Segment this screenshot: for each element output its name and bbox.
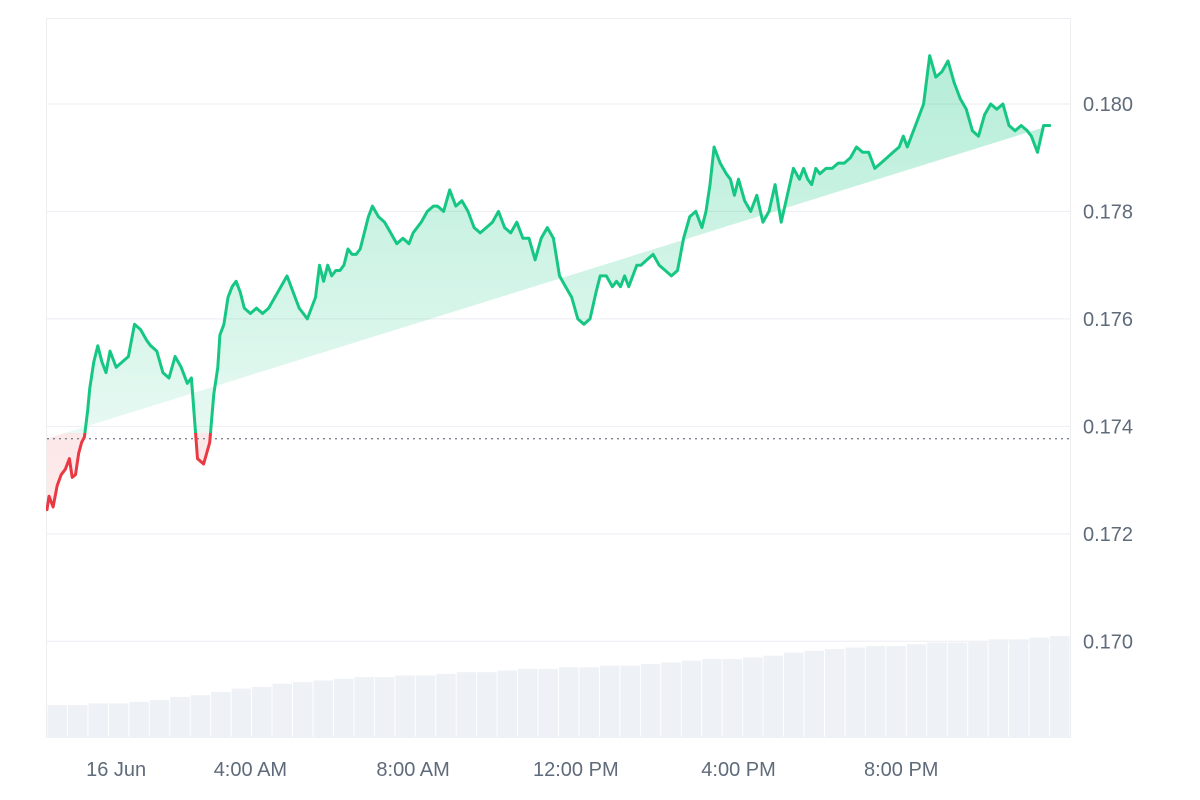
- volume-bar: [763, 655, 784, 738]
- volume-bar: [395, 675, 415, 738]
- volume-bar: [190, 695, 211, 738]
- volume-bar: [211, 691, 231, 738]
- volume-bar: [559, 667, 579, 738]
- x-axis-labels: 16 Jun 4:00 AM 8:00 AM 12:00 PM 4:00 PM 8:00 …: [86, 759, 938, 781]
- volume-bar: [47, 705, 67, 738]
- volume-bar: [252, 687, 272, 738]
- volume-bar: [579, 667, 599, 738]
- y-tick-label: 0.180: [1083, 94, 1133, 116]
- x-tick-label: 4:00 PM: [701, 759, 775, 781]
- y-tick-label: 0.176: [1083, 309, 1133, 331]
- volume-bar: [67, 705, 88, 738]
- volume-bar: [456, 672, 477, 738]
- volume-bar: [784, 652, 804, 738]
- y-tick-label: 0.170: [1083, 631, 1133, 653]
- volume-bar: [865, 645, 886, 738]
- volume-bar: [968, 640, 988, 738]
- volume-bar: [681, 660, 702, 738]
- volume-bar: [661, 662, 681, 738]
- volume-bar: [108, 703, 129, 738]
- volume-bar: [599, 665, 620, 738]
- volume-bar: [743, 657, 763, 738]
- x-tick-label: 8:00 PM: [864, 759, 938, 781]
- x-tick-label: 8:00 AM: [376, 759, 449, 781]
- volume-bar: [804, 650, 824, 738]
- y-axis-labels: 0.170 0.172 0.174 0.176 0.178 0.180: [1083, 94, 1133, 653]
- volume-bar: [272, 683, 293, 738]
- price-area-down: [47, 433, 211, 510]
- x-tick-label: 4:00 AM: [214, 759, 287, 781]
- volume-bar: [906, 644, 927, 738]
- volume-bar: [497, 670, 518, 738]
- volume-bar: [722, 659, 743, 738]
- volume-bar: [640, 663, 661, 738]
- volume-bar: [927, 642, 947, 738]
- volume-bar: [129, 701, 149, 738]
- volume-bar: [170, 696, 190, 738]
- price-line-up: [83, 54, 1052, 433]
- grid-lines: [47, 103, 1070, 642]
- volume-bar: [988, 639, 1009, 738]
- volume-bar: [374, 677, 395, 738]
- price-lines: [46, 54, 1052, 512]
- volume-bar: [149, 700, 170, 738]
- volume-bar: [354, 677, 374, 738]
- y-tick-label: 0.172: [1083, 524, 1133, 546]
- volume-bar: [1050, 636, 1070, 738]
- volume-bar: [415, 675, 436, 738]
- volume-bar: [477, 672, 497, 738]
- x-tick-label: 12:00 PM: [533, 759, 619, 781]
- price-line-down: [46, 433, 213, 512]
- volume-bar: [824, 649, 845, 738]
- volume-bar: [947, 642, 968, 738]
- volume-bar: [1009, 639, 1029, 738]
- volume-bar: [886, 645, 906, 738]
- volume-bar: [293, 682, 313, 738]
- volume-bars: [47, 636, 1070, 738]
- volume-bar: [436, 673, 456, 738]
- volume-bar: [620, 665, 640, 738]
- volume-bar: [231, 688, 252, 738]
- volume-bar: [538, 668, 558, 738]
- volume-bar: [1029, 637, 1050, 738]
- price-area-fill: [47, 55, 1050, 510]
- volume-bar: [313, 680, 333, 738]
- volume-bar: [333, 678, 354, 738]
- x-tick-label: 16 Jun: [86, 759, 146, 781]
- volume-bar: [845, 647, 865, 738]
- y-tick-label: 0.174: [1083, 416, 1133, 438]
- volume-bar: [88, 703, 108, 738]
- y-tick-label: 0.178: [1083, 201, 1133, 223]
- volume-bar: [518, 668, 538, 738]
- plot-frame: [46, 18, 1071, 738]
- price-area-up: [65, 55, 1050, 433]
- volume-bar: [702, 659, 722, 738]
